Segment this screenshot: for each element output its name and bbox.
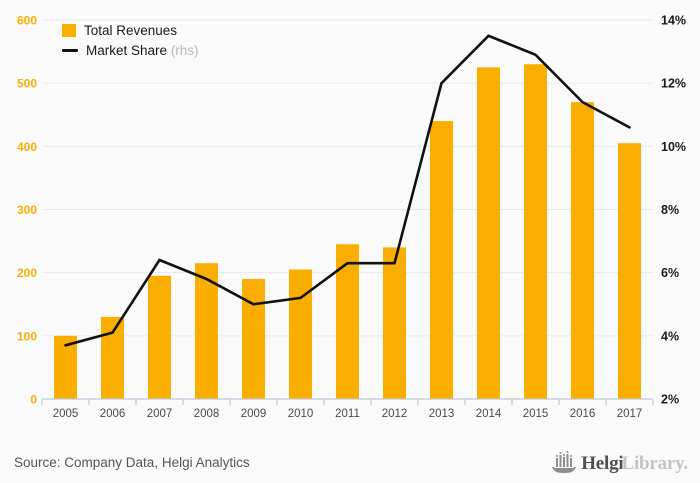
left-axis-tick-label: 200 [17, 266, 37, 280]
bar-2013 [430, 121, 453, 400]
bar-2008 [195, 263, 218, 399]
x-axis-label-2012: 2012 [382, 408, 408, 420]
source-note: Source: Company Data, Helgi Analytics [14, 455, 250, 470]
left-axis-tick-label: 500 [17, 77, 37, 91]
helgi-library-logo-icon [552, 450, 577, 473]
bar-2017 [618, 143, 641, 399]
legend-item-market-share: Market Share (rhs) [62, 43, 199, 58]
bar-2014 [477, 67, 500, 399]
x-axis-label-2011: 2011 [335, 408, 360, 420]
x-axis-label-2005: 2005 [53, 408, 79, 420]
bar-2015 [524, 64, 547, 399]
left-axis-tick-label: 0 [30, 393, 37, 407]
left-axis-tick-label: 400 [17, 140, 37, 154]
right-axis-tick-label: 14% [661, 14, 686, 28]
market-share-line [64, 34, 631, 347]
revenue-market-share-chart: 0 100 200 300 400 500 600 2% 4% 6% 8% 10% 12% 14% 2005… [17, 14, 686, 421]
x-axis-label-2007: 2007 [147, 408, 173, 420]
x-axis-label-2017: 2017 [617, 408, 643, 420]
bar-2012 [383, 247, 406, 399]
right-axis-tick-label: 12% [661, 77, 686, 91]
bar-2011 [336, 244, 359, 399]
bar-2016 [571, 102, 594, 399]
legend-label-total-revenues: Total Revenues [84, 23, 178, 38]
left-axis-tick-label: 100 [17, 329, 37, 343]
x-axis-label-2015: 2015 [523, 408, 549, 420]
right-axis-tick-label: 4% [661, 329, 679, 343]
bar-2006 [101, 316, 124, 399]
bar-2007 [148, 275, 171, 399]
x-axis-label-2009: 2009 [241, 408, 267, 420]
line-series-swatch [62, 49, 78, 52]
logo-text-library: Library. [621, 452, 689, 474]
legend-label-market-share: Market Share (rhs) [86, 43, 199, 58]
x-axis-label-2008: 2008 [194, 408, 220, 420]
bar-2010 [289, 269, 312, 399]
right-axis-tick-label: 8% [661, 203, 679, 217]
x-axis-label-2010: 2010 [288, 408, 314, 420]
legend-item-total-revenues: Total Revenues [62, 23, 199, 38]
x-axis-label-2016: 2016 [570, 408, 596, 420]
x-axis-label-2013: 2013 [429, 408, 455, 420]
x-axis-label-2014: 2014 [476, 408, 502, 420]
right-axis-tick-label: 2% [661, 393, 679, 407]
chart-legend: Total Revenues Market Share (rhs) [62, 23, 199, 58]
left-axis-tick-label: 300 [17, 203, 37, 217]
bar-2009 [242, 278, 265, 399]
bar-series-swatch [62, 24, 76, 37]
legend-rhs-note: (rhs) [170, 43, 199, 58]
bar-2005 [54, 335, 77, 399]
helgi-library-logo: HelgiLibrary. [551, 450, 689, 475]
right-axis-tick-label: 10% [661, 140, 686, 154]
chart-footer: Source: Company Data, Helgi Analytics [0, 442, 700, 483]
right-axis-tick-label: 6% [661, 266, 679, 280]
x-axis-label-2006: 2006 [100, 408, 126, 420]
left-axis-tick-label: 600 [17, 14, 37, 28]
logo-text-helgi: Helgi [581, 452, 624, 474]
